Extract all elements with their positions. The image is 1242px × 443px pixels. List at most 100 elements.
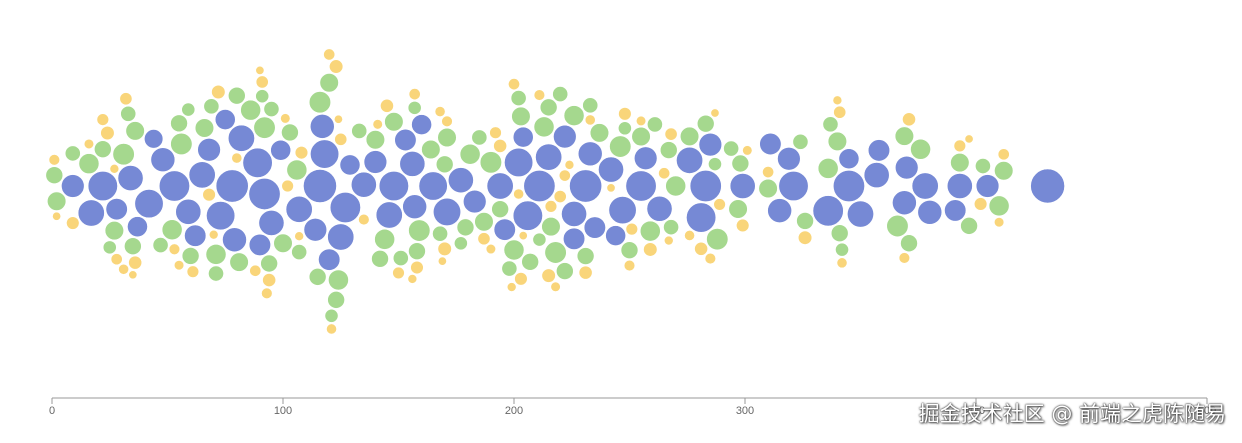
bubble	[900, 234, 918, 253]
bubble	[411, 114, 432, 135]
bubble	[658, 167, 671, 180]
bubble	[434, 106, 446, 117]
bubble	[477, 232, 491, 246]
bubble	[410, 260, 424, 275]
bubble	[686, 202, 717, 233]
bubble	[583, 216, 606, 239]
bubble	[532, 232, 547, 247]
bubble	[310, 139, 340, 169]
bubble	[474, 212, 494, 232]
bubble	[270, 139, 292, 161]
bubble	[102, 240, 117, 255]
bubble	[248, 233, 271, 256]
bubble	[128, 270, 138, 280]
bubble	[647, 116, 663, 133]
bubble	[273, 233, 293, 253]
bubble	[48, 154, 60, 166]
bubble	[742, 145, 753, 156]
bubble	[280, 113, 291, 124]
bubble	[618, 107, 632, 121]
bubble	[262, 273, 277, 287]
bubble	[544, 200, 558, 213]
bubble	[194, 118, 215, 138]
bubble	[797, 230, 813, 245]
bubble	[407, 274, 418, 284]
bubble	[617, 121, 632, 136]
bubble	[696, 114, 715, 133]
bubble	[910, 138, 931, 160]
bubble	[964, 134, 974, 144]
bubble	[973, 197, 988, 211]
bubble	[486, 172, 514, 200]
bubble	[577, 141, 603, 167]
bubble	[493, 218, 516, 241]
bubble	[328, 269, 349, 291]
bubble	[255, 89, 270, 104]
x-tick-label: 300	[736, 405, 754, 417]
bubble	[117, 165, 144, 191]
bubble	[663, 219, 679, 236]
bubble	[993, 217, 1005, 228]
bubble	[944, 199, 967, 222]
bubble	[333, 114, 343, 124]
bubble	[240, 99, 262, 121]
bubble	[796, 212, 814, 230]
bubble	[518, 231, 528, 241]
bubble	[118, 263, 130, 275]
bubble	[578, 265, 593, 280]
watermark: 掘金技术社区 @ 前端之虎陈随易	[918, 402, 1226, 426]
bubble	[286, 159, 308, 181]
bubble	[437, 127, 457, 148]
bubble	[510, 90, 527, 107]
bubble	[953, 139, 967, 153]
x-tick-label: 500	[1198, 405, 1216, 417]
bubble	[144, 129, 164, 149]
bubble	[631, 126, 651, 147]
bubble	[997, 148, 1010, 161]
bubble	[550, 281, 561, 292]
bubble	[833, 105, 847, 119]
bubble	[394, 128, 417, 152]
bubble	[459, 143, 481, 165]
bubble	[710, 108, 720, 118]
bubble	[112, 143, 135, 166]
bubble	[435, 155, 454, 174]
bubble	[598, 156, 624, 183]
bubble	[294, 231, 304, 241]
bubble	[181, 247, 200, 265]
bubble	[309, 114, 335, 139]
bubble	[285, 195, 313, 223]
bubble	[260, 254, 278, 273]
bubble	[249, 264, 262, 277]
bubble	[503, 239, 525, 261]
bubble	[437, 241, 452, 257]
bubble	[512, 126, 534, 148]
bubble	[514, 272, 528, 286]
bubble	[384, 112, 404, 132]
x-tick-label: 0	[49, 405, 55, 417]
bubble	[485, 243, 497, 255]
bubble	[643, 242, 658, 257]
bubble	[759, 132, 782, 156]
bubble	[535, 143, 563, 171]
bubble	[78, 153, 100, 175]
bubble	[205, 244, 227, 265]
bubble	[363, 150, 388, 174]
bubble	[975, 174, 1000, 198]
bubble	[303, 169, 337, 203]
x-tick-label: 200	[505, 405, 523, 417]
bubble	[792, 133, 809, 150]
bubble	[767, 198, 792, 223]
bubble	[334, 132, 348, 146]
bubble	[441, 115, 453, 127]
bubble	[327, 291, 345, 309]
bubble	[229, 252, 249, 272]
bubble	[569, 169, 603, 203]
bubble	[608, 196, 637, 225]
bubble	[812, 195, 844, 227]
bubble	[255, 75, 269, 89]
bubble	[327, 223, 355, 251]
bubble	[625, 170, 657, 202]
bubble	[281, 179, 294, 193]
bubble	[847, 200, 874, 228]
